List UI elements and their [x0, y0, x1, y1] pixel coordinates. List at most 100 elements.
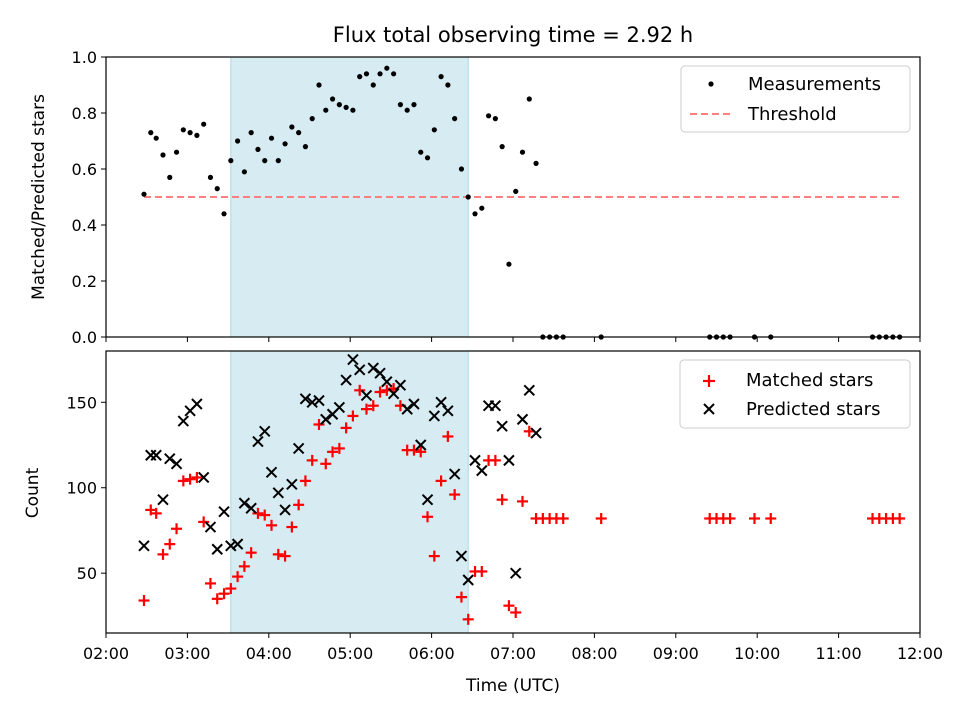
measurement-point	[370, 82, 376, 88]
bottom-y-tick-label: 100	[66, 479, 97, 498]
matched-star-point	[306, 454, 318, 466]
x-tick-label: 08:00	[571, 644, 617, 663]
predicted-star-point	[442, 405, 454, 417]
x-tick-label: 06:00	[409, 644, 455, 663]
matched-star-point	[367, 400, 379, 412]
matched-star-point	[204, 577, 216, 589]
legend-measurements-marker	[708, 81, 714, 87]
predicted-star-point	[138, 540, 150, 552]
matched-star-point	[218, 588, 230, 600]
predicted-star-point	[496, 420, 508, 432]
x-tick-label: 12:00	[897, 644, 943, 663]
predicted-star-point	[292, 442, 305, 455]
x-tick-label: 09:00	[653, 644, 699, 663]
matched-star-point	[232, 571, 244, 583]
legend-measurements-label: Measurements	[748, 74, 881, 95]
measurement-point	[255, 146, 261, 152]
predicted-star-point	[197, 471, 210, 484]
matched-star-point	[164, 538, 176, 550]
measurement-point	[289, 124, 295, 130]
matched-star-point	[320, 458, 332, 470]
measurement-point	[296, 130, 302, 136]
predicted-star-point	[387, 388, 400, 400]
measurement-point	[148, 130, 154, 136]
measurement-point	[506, 261, 512, 267]
predicted-star-point	[259, 425, 271, 438]
predicted-star-point	[408, 398, 420, 410]
measurement-point	[214, 186, 220, 192]
top-y-tick-label: 0.0	[72, 328, 97, 347]
measurement-point	[472, 211, 478, 217]
matched-star-point	[157, 548, 169, 560]
x-tick-label: 05:00	[327, 644, 373, 663]
bottom-panel: 02:00 03:00 04:00 05:00 06:00 07:00 08:00 09:00…	[23, 350, 943, 696]
measurement-point	[404, 107, 410, 113]
measurement-point	[241, 169, 247, 175]
predicted-star-point	[448, 468, 461, 480]
matched-star-point	[503, 600, 515, 612]
matched-star-point	[557, 512, 569, 524]
predicted-star-point	[157, 493, 169, 506]
top-y-tick-label: 0.4	[72, 216, 97, 235]
top-legend-box	[680, 65, 911, 133]
measurement-point	[316, 82, 322, 88]
chart-title: Flux total observing time = 2.92 h	[333, 23, 693, 47]
matched-star-point	[259, 509, 271, 521]
top-legend: Measurements Threshold	[680, 65, 911, 133]
measurement-point	[302, 144, 309, 150]
matched-star-point	[724, 512, 736, 524]
predicted-star-point	[469, 454, 481, 467]
matched-star-point	[428, 550, 440, 562]
matched-star-point	[191, 471, 203, 483]
matched-star-point	[313, 418, 325, 430]
measurement-point	[431, 127, 437, 133]
measurement-point	[248, 130, 254, 136]
measurement-point	[275, 158, 281, 164]
predicted-star-point	[231, 538, 244, 550]
matched-star-point	[286, 521, 298, 533]
predicted-star-point	[353, 364, 366, 376]
matched-star-point	[299, 475, 311, 487]
predicted-star-point	[516, 413, 529, 426]
matched-star-point	[455, 591, 467, 603]
measurement-point	[492, 116, 498, 122]
x-axis-label: Time (UTC)	[465, 676, 560, 696]
matched-star-point	[516, 495, 528, 507]
measurement-point	[533, 160, 539, 166]
measurement-point	[153, 135, 159, 141]
measurement-point	[187, 130, 193, 136]
matched-star-point	[748, 512, 760, 524]
matched-star-point	[327, 446, 339, 458]
predicted-star-point	[476, 464, 488, 477]
legend-matched-label: Matched stars	[746, 370, 873, 391]
predicted-star-point	[170, 458, 183, 470]
measurement-point	[323, 107, 329, 113]
measurement-point	[384, 65, 390, 71]
matched-star-point	[510, 606, 522, 618]
predicted-star-point	[523, 384, 535, 397]
matched-star-point	[238, 560, 250, 572]
measurement-point	[438, 74, 444, 80]
measurement-point	[173, 149, 180, 155]
x-tick-label: 07:00	[490, 644, 536, 663]
measurement-point	[418, 149, 424, 155]
measurement-point	[343, 104, 349, 110]
top-ticks-layer: 0.0 0.2 0.4 0.6 0.8 1.0	[72, 48, 921, 347]
measurement-point	[329, 96, 336, 102]
measurement-point	[221, 211, 227, 217]
measurement-point	[234, 138, 241, 144]
matched-star-point	[374, 386, 386, 398]
matched-star-point	[272, 548, 284, 560]
matched-star-point	[266, 519, 278, 531]
measurement-point	[309, 116, 315, 122]
measurement-point	[201, 121, 207, 127]
predicted-star-point	[204, 521, 217, 533]
measurement-point	[377, 71, 383, 77]
measurement-point	[160, 152, 166, 158]
predicted-star-point	[320, 413, 332, 426]
predicted-star-point	[489, 399, 502, 412]
predicted-star-point	[286, 478, 298, 491]
predicted-star-point	[306, 396, 318, 408]
predicted-star-point	[374, 367, 386, 379]
matched-star-point	[422, 511, 434, 523]
